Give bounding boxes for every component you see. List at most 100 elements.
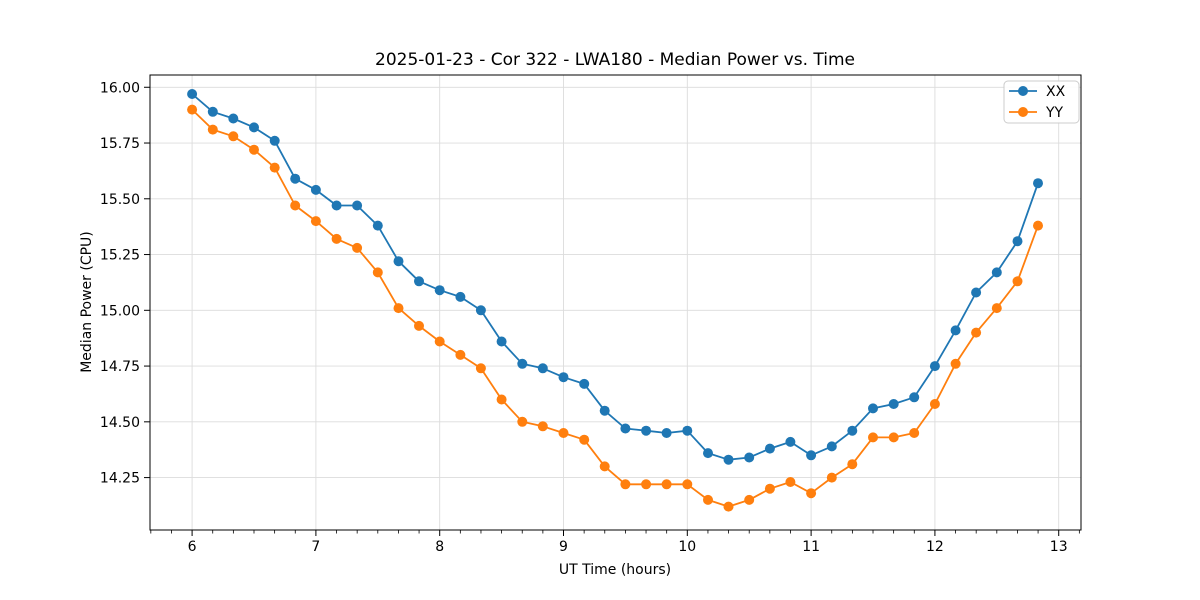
x-tick-label: 11	[802, 539, 820, 555]
x-axis-label: UT Time (hours)	[558, 562, 672, 578]
data-point-XX	[971, 287, 982, 298]
data-point-YY	[310, 216, 321, 227]
data-point-XX	[558, 372, 569, 383]
data-point-XX	[434, 285, 445, 296]
legend-marker	[1018, 107, 1028, 117]
y-tick-label: 14.25	[100, 471, 140, 487]
data-point-YY	[826, 472, 837, 483]
data-point-XX	[352, 200, 363, 211]
data-point-XX	[249, 122, 259, 133]
data-point-XX	[372, 220, 383, 231]
data-point-YY	[991, 303, 1002, 314]
data-point-YY	[599, 461, 610, 472]
data-point-YY	[537, 421, 548, 432]
y-tick-label: 15.50	[100, 192, 140, 208]
data-point-YY	[641, 479, 652, 490]
data-point-XX	[909, 392, 920, 403]
data-point-XX	[310, 184, 321, 195]
data-point-YY	[682, 479, 693, 490]
data-point-XX	[888, 399, 899, 409]
y-tick-label: 15.75	[100, 136, 140, 152]
data-point-XX	[579, 378, 590, 389]
data-point-YY	[331, 233, 342, 244]
data-point-XX	[682, 425, 693, 436]
grid	[150, 75, 1081, 530]
x-tick-label: 7	[311, 539, 320, 555]
data-point-YY	[290, 200, 301, 211]
x-tick-label: 13	[1050, 539, 1068, 555]
x-axis: 6 7 8 9 10 11 12 13	[150, 530, 1080, 555]
data-point-YY	[269, 162, 280, 173]
data-point-YY	[558, 428, 569, 438]
data-point-YY	[517, 416, 528, 427]
x-tick-label: 6	[188, 539, 197, 555]
data-point-XX	[187, 89, 198, 99]
data-point-XX	[455, 291, 466, 302]
series-XX	[187, 89, 1043, 465]
data-point-XX	[950, 325, 961, 336]
data-point-XX	[723, 454, 734, 465]
data-point-XX	[620, 423, 631, 434]
legend: XX YY	[1003, 80, 1080, 124]
y-axis: 14.25 14.50 14.75 15.00 15.25 15.50 15.75 16.00	[100, 80, 150, 487]
data-point-YY	[352, 242, 363, 253]
data-point-XX	[599, 405, 610, 416]
data-point-XX	[537, 363, 548, 374]
data-point-YY	[455, 349, 466, 360]
data-point-XX	[744, 452, 755, 463]
data-point-YY	[950, 358, 961, 369]
data-point-YY	[847, 459, 858, 470]
data-point-YY	[971, 327, 982, 338]
data-point-YY	[1033, 220, 1043, 231]
data-point-XX	[929, 361, 940, 372]
data-point-XX	[764, 443, 775, 454]
x-tick-label: 9	[559, 539, 568, 555]
data-point-YY	[785, 477, 796, 487]
data-point-XX	[868, 403, 878, 414]
data-point-YY	[929, 399, 940, 409]
data-point-XX	[703, 448, 713, 459]
data-point-YY	[228, 131, 239, 142]
data-point-YY	[475, 363, 486, 374]
data-point-YY	[661, 479, 672, 490]
series-line-YY	[191, 108, 1039, 508]
x-tick-label: 10	[678, 539, 696, 555]
data-point-YY	[723, 501, 734, 512]
data-point-XX	[1012, 236, 1023, 247]
data-point-YY	[888, 432, 899, 443]
data-point-XX	[331, 200, 342, 211]
data-point-YY	[909, 428, 920, 438]
data-point-YY	[806, 488, 817, 499]
data-point-YY	[372, 267, 383, 278]
data-point-XX	[207, 106, 218, 117]
data-point-YY	[764, 483, 775, 494]
data-point-XX	[414, 276, 424, 287]
data-point-XX	[641, 425, 652, 436]
x-tick-label: 8	[435, 539, 444, 555]
x-tick-label: 12	[926, 539, 944, 555]
series-line-XX	[191, 93, 1039, 461]
data-point-XX	[847, 425, 858, 436]
data-point-XX	[496, 336, 507, 347]
data-point-YY	[868, 432, 878, 443]
y-tick-label: 14.50	[100, 415, 140, 431]
data-point-YY	[249, 144, 259, 155]
data-point-XX	[269, 135, 280, 146]
chart-title: 2025-01-23 - Cor 322 - LWA180 - Median P…	[375, 50, 855, 70]
data-point-XX	[785, 436, 796, 447]
data-point-XX	[517, 358, 528, 369]
data-point-YY	[620, 479, 631, 490]
y-tick-label: 15.00	[100, 303, 140, 319]
data-point-XX	[290, 173, 301, 184]
legend-label: XX	[1046, 84, 1066, 100]
y-tick-label: 15.25	[100, 248, 140, 264]
legend-box	[1003, 80, 1080, 124]
data-point-YY	[703, 494, 713, 505]
data-point-YY	[579, 434, 590, 445]
data-point-YY	[1012, 276, 1023, 287]
data-point-YY	[414, 320, 424, 331]
data-point-XX	[1033, 178, 1043, 189]
legend-marker	[1018, 86, 1028, 96]
